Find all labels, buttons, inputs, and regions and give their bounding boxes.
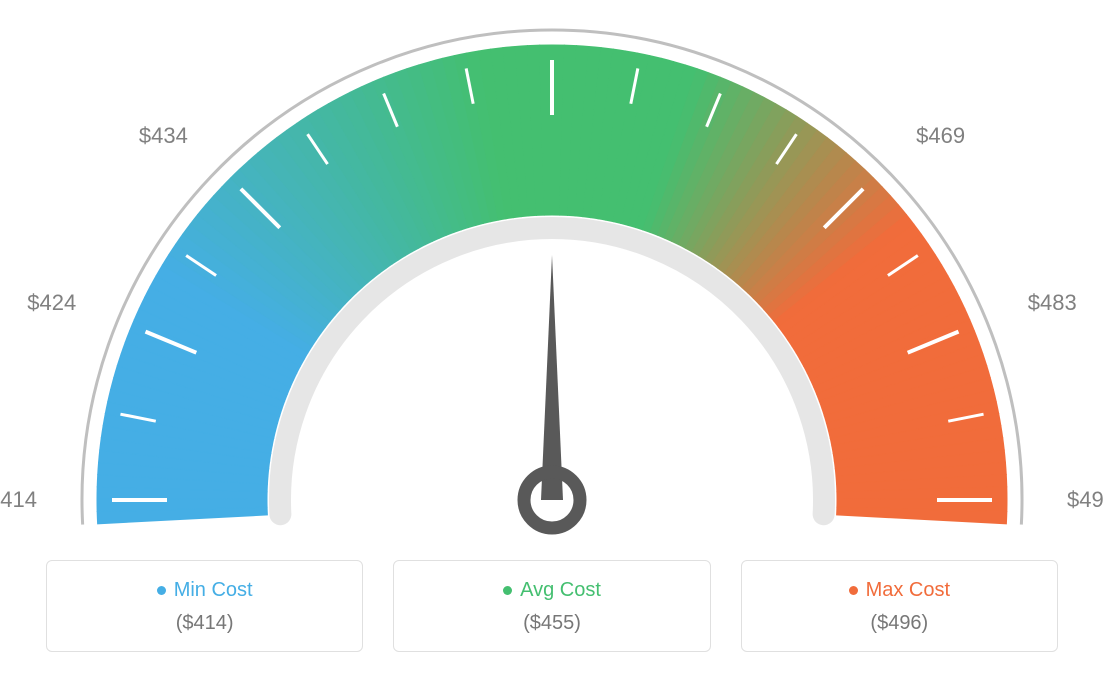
- legend-label-row: Min Cost: [57, 579, 352, 602]
- legend-label-avg: Avg Cost: [520, 579, 601, 602]
- gauge-tick-label: $483: [1028, 290, 1077, 316]
- legend-label-row: Avg Cost: [404, 579, 699, 602]
- legend-row: Min Cost ($414) Avg Cost ($455) Max Cost…: [0, 560, 1104, 652]
- legend-dot-max: [849, 586, 858, 595]
- gauge-tick-label: $434: [139, 123, 188, 149]
- legend-card-avg: Avg Cost ($455): [393, 560, 710, 652]
- legend-label-max: Max Cost: [866, 579, 950, 602]
- gauge-needle: [541, 255, 563, 500]
- legend-value-max: ($496): [752, 612, 1047, 635]
- gauge-tick-label: $424: [27, 290, 76, 316]
- legend-card-min: Min Cost ($414): [46, 560, 363, 652]
- gauge-svg: [0, 0, 1104, 560]
- legend-dot-min: [157, 586, 166, 595]
- legend-label-min: Min Cost: [174, 579, 253, 602]
- legend-card-max: Max Cost ($496): [741, 560, 1058, 652]
- gauge-tick-label: $414: [0, 487, 37, 513]
- gauge-tick-label: $469: [916, 123, 965, 149]
- legend-dot-avg: [503, 586, 512, 595]
- gauge-container: $414$424$434$455$469$483$496: [0, 0, 1104, 560]
- legend-label-row: Max Cost: [752, 579, 1047, 602]
- gauge-tick-label: $496: [1067, 487, 1104, 513]
- legend-value-avg: ($455): [404, 612, 699, 635]
- legend-value-min: ($414): [57, 612, 352, 635]
